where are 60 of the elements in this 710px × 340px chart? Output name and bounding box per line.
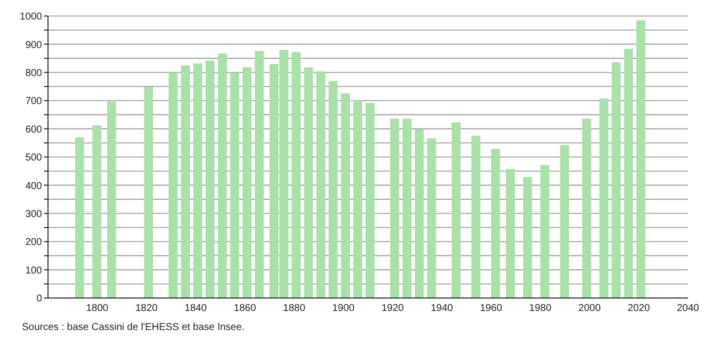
bar	[402, 118, 412, 298]
y-tick-label: 1000	[20, 12, 42, 23]
bar	[353, 100, 362, 298]
bar	[471, 136, 480, 298]
bar	[560, 145, 569, 298]
x-tick-label: 1880	[283, 303, 306, 314]
bar	[624, 48, 633, 298]
bar	[218, 54, 227, 298]
x-tick-label: 1940	[430, 303, 454, 314]
bar	[316, 71, 326, 298]
bar	[506, 168, 515, 298]
x-tick-label: 2000	[578, 303, 602, 314]
bar	[254, 50, 264, 298]
bar	[328, 80, 338, 298]
y-tick-label: 900	[25, 40, 42, 51]
bar	[144, 87, 153, 298]
x-tick-label: 1800	[86, 303, 109, 314]
x-tick-label: 1960	[480, 303, 503, 314]
bar	[523, 177, 532, 298]
x-tick-label: 1860	[234, 303, 256, 314]
y-tick-label: 0	[36, 294, 42, 305]
bar	[180, 65, 190, 298]
x-tick-label: 2040	[676, 303, 700, 314]
y-tick-label: 300	[25, 208, 42, 220]
bar	[92, 125, 102, 298]
x-tick-label: 1980	[529, 303, 552, 314]
source-note: Sources : base Cassini de l'EHESS et base Insee.	[22, 322, 246, 333]
bar	[414, 129, 424, 298]
y-tick-label: 400	[25, 180, 42, 192]
bar	[452, 122, 461, 298]
bar	[230, 72, 240, 298]
bar	[206, 60, 215, 298]
y-tick-label: 100	[25, 265, 42, 276]
bar	[304, 67, 313, 298]
x-tick-label: 1900	[332, 303, 355, 314]
y-tick-label: 200	[25, 237, 42, 248]
bar	[340, 93, 350, 298]
y-tick-label: 700	[25, 96, 42, 108]
x-tick-label: 2020	[628, 303, 650, 314]
bar	[540, 164, 550, 298]
bar	[491, 148, 500, 298]
bar	[612, 62, 621, 298]
x-tick-label: 1840	[184, 303, 208, 314]
bar	[582, 118, 592, 298]
x-tick-label: 1820	[135, 303, 158, 314]
bar	[427, 138, 436, 298]
bar	[168, 72, 178, 298]
bar	[366, 102, 375, 298]
bar	[636, 20, 646, 298]
bar	[599, 98, 608, 298]
y-tick-label: 500	[25, 152, 42, 164]
bar	[75, 137, 84, 298]
bar	[292, 52, 301, 298]
bar	[242, 67, 252, 298]
bar	[193, 63, 202, 298]
y-tick-label: 800	[25, 68, 42, 79]
y-tick-label: 600	[25, 124, 42, 136]
bar	[390, 118, 400, 298]
x-tick-label: 1920	[381, 303, 404, 314]
bar	[107, 101, 116, 298]
